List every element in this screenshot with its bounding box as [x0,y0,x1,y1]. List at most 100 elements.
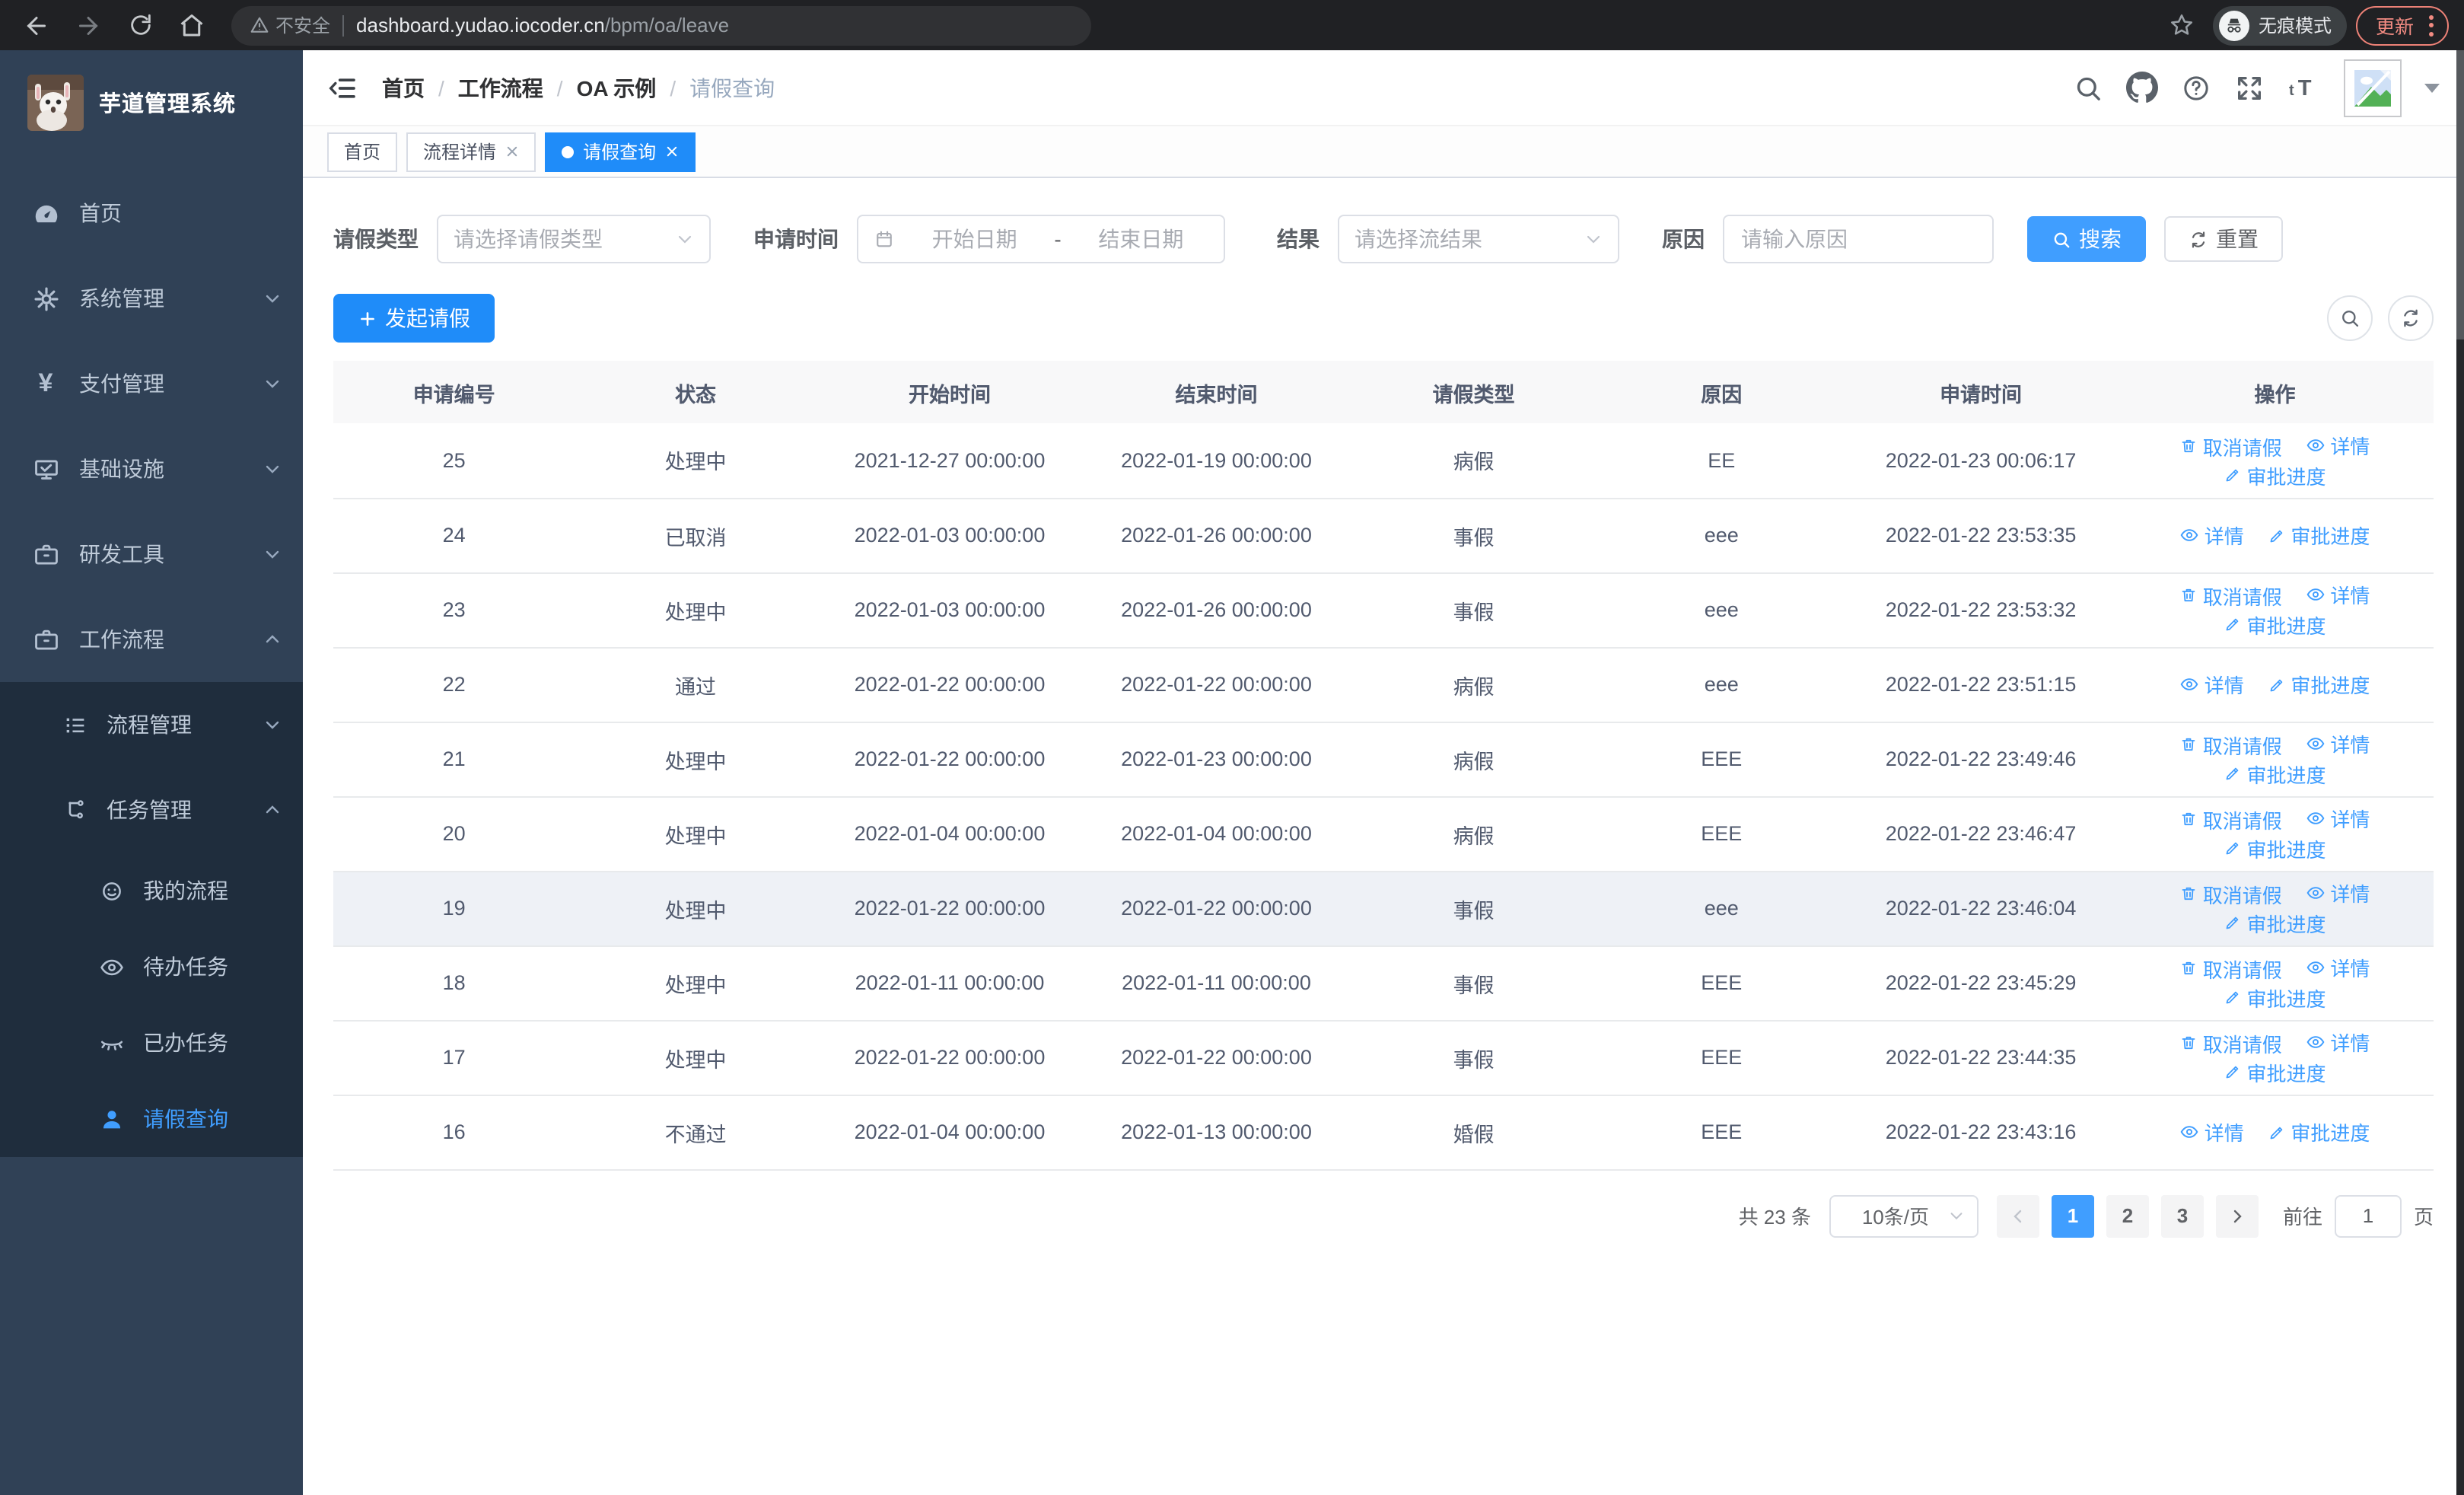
sidebar-item-devtools[interactable]: 研发工具 [0,512,303,597]
next-page-button[interactable] [2215,1194,2259,1237]
user-icon [97,1106,125,1132]
page-button-1[interactable]: 1 [2051,1194,2094,1237]
sidebar-item-infra[interactable]: 基础设施 [0,426,303,512]
sidebar-item-payment[interactable]: ¥ 支付管理 [0,341,303,426]
tab-process-detail[interactable]: 流程详情 [406,132,536,171]
sidebar-item-leave-query[interactable]: 请假查询 [0,1081,303,1157]
detail-link[interactable]: 详情 [2306,581,2370,610]
app-logo[interactable]: 芋道管理系统 [0,50,303,155]
cell-start: 2022-01-03 00:00:00 [816,572,1084,648]
github-button[interactable] [2126,72,2158,104]
detail-link[interactable]: 详情 [2306,1028,2370,1057]
approval-progress-link[interactable]: 审批进度 [2224,834,2326,863]
detail-link[interactable]: 详情 [2306,805,2370,834]
sidebar-item-task-mgmt[interactable]: 任务管理 [0,767,303,853]
cell-actions: 取消请假 详情 审批进度 [2116,871,2434,946]
search-button[interactable]: 搜索 [2027,216,2146,262]
approval-progress-link[interactable]: 审批进度 [2224,760,2326,789]
reload-button[interactable] [119,4,161,46]
page-button-2[interactable]: 2 [2106,1194,2149,1237]
eye-icon [2306,812,2325,825]
sidebar-item-home[interactable]: 首页 [0,171,303,256]
pen-icon [2227,917,2239,929]
page-button-3[interactable]: 3 [2160,1194,2204,1237]
page-scrollbar[interactable] [2456,50,2464,1495]
help-button[interactable] [2181,72,2211,103]
goto-page-input[interactable] [2334,1194,2402,1237]
gear-icon [30,284,61,313]
kebab-menu-icon[interactable] [2429,14,2434,36]
eye-icon [2181,677,2199,690]
chevron-down-icon[interactable] [2424,83,2440,92]
approval-progress-link[interactable]: 审批进度 [2224,1058,2326,1087]
col-status: 状态 [575,361,817,423]
breadcrumb-item[interactable]: 首页 [382,75,425,100]
scrollbar-thumb[interactable] [2456,50,2464,339]
refresh-table-button[interactable] [2388,295,2434,341]
close-icon[interactable] [665,145,679,158]
prev-page-button[interactable] [1996,1194,2039,1237]
approval-progress-link[interactable]: 审批进度 [2224,909,2326,938]
cancel-leave-link[interactable]: 取消请假 [2180,955,2282,983]
approval-progress-link[interactable]: 审批进度 [2268,521,2370,550]
detail-link[interactable]: 详情 [2180,521,2244,550]
cancel-leave-link[interactable]: 取消请假 [2180,1029,2282,1058]
sidebar-item-system[interactable]: 系统管理 [0,256,303,341]
create-leave-button[interactable]: 发起请假 [333,294,495,343]
approval-progress-link[interactable]: 审批进度 [2268,1118,2370,1147]
table-row: 19 处理中 2022-01-22 00:00:00 2022-01-22 00… [333,871,2434,946]
approval-progress-link[interactable]: 审批进度 [2224,983,2326,1012]
sidebar-item-process-mgmt[interactable]: 流程管理 [0,682,303,767]
detail-link[interactable]: 详情 [2306,954,2370,983]
detail-link[interactable]: 详情 [2180,1117,2244,1146]
breadcrumb-item[interactable]: OA 示例 [576,75,657,100]
sidebar-item-workflow[interactable]: 工作流程 [0,597,303,682]
reset-button[interactable]: 重置 [2164,216,2283,262]
show-search-button[interactable] [2327,295,2373,341]
result-label: 结果 [1277,227,1320,251]
menu-fold-button[interactable] [327,72,358,103]
dashboard-icon [30,199,61,228]
detail-link[interactable]: 详情 [2306,879,2370,908]
cancel-leave-link[interactable]: 取消请假 [2180,805,2282,834]
bookmark-button[interactable] [2161,4,2204,46]
reason-input[interactable] [1723,215,1994,263]
sidebar-item-my-process[interactable]: 我的流程 [0,853,303,929]
cell-reason: eee [1597,498,1846,573]
cancel-leave-link[interactable]: 取消请假 [2180,731,2282,760]
cancel-leave-link[interactable]: 取消请假 [2180,880,2282,909]
leave-type-select[interactable]: 请选择请假类型 [437,215,711,263]
detail-link[interactable]: 详情 [2180,670,2244,699]
back-button[interactable] [15,4,58,46]
sidebar-item-label: 首页 [79,201,122,225]
search-button[interactable] [2073,72,2103,103]
approval-progress-link[interactable]: 审批进度 [2224,461,2326,489]
fullscreen-button[interactable] [2234,72,2265,103]
detail-link[interactable]: 详情 [2306,431,2370,460]
detail-link[interactable]: 详情 [2306,730,2370,759]
yen-icon: ¥ [38,368,53,397]
pen-icon [2227,768,2239,780]
apply-time-range-picker[interactable]: 开始日期 - 结束日期 [857,215,1225,263]
approval-progress-link[interactable]: 审批进度 [2268,671,2370,700]
page-size-select[interactable]: 10条/页 [1829,1194,1979,1237]
tab-home[interactable]: 首页 [327,132,398,171]
result-select[interactable]: 请选择流结果 [1338,215,1619,263]
forward-button[interactable] [67,4,110,46]
cancel-leave-link[interactable]: 取消请假 [2180,582,2282,610]
chevron-down-icon [263,545,282,563]
browser-update-button[interactable]: 更新 [2355,5,2449,45]
breadcrumb-item[interactable]: 工作流程 [457,75,543,100]
address-bar[interactable]: 不安全 dashboard.yudao.iocoder.cn/bpm/oa/le… [231,5,1091,45]
sidebar-item-done-tasks[interactable]: 已办任务 [0,1005,303,1081]
home-button[interactable] [170,4,213,46]
cancel-leave-link[interactable]: 取消请假 [2180,432,2282,461]
sidebar-item-todo-tasks[interactable]: 待办任务 [0,929,303,1005]
col-start: 开始时间 [816,361,1084,423]
avatar[interactable] [2344,59,2402,116]
tab-leave-query[interactable]: 请假查询 [545,132,696,171]
approval-progress-link[interactable]: 审批进度 [2224,610,2326,639]
close-icon[interactable] [505,145,519,158]
